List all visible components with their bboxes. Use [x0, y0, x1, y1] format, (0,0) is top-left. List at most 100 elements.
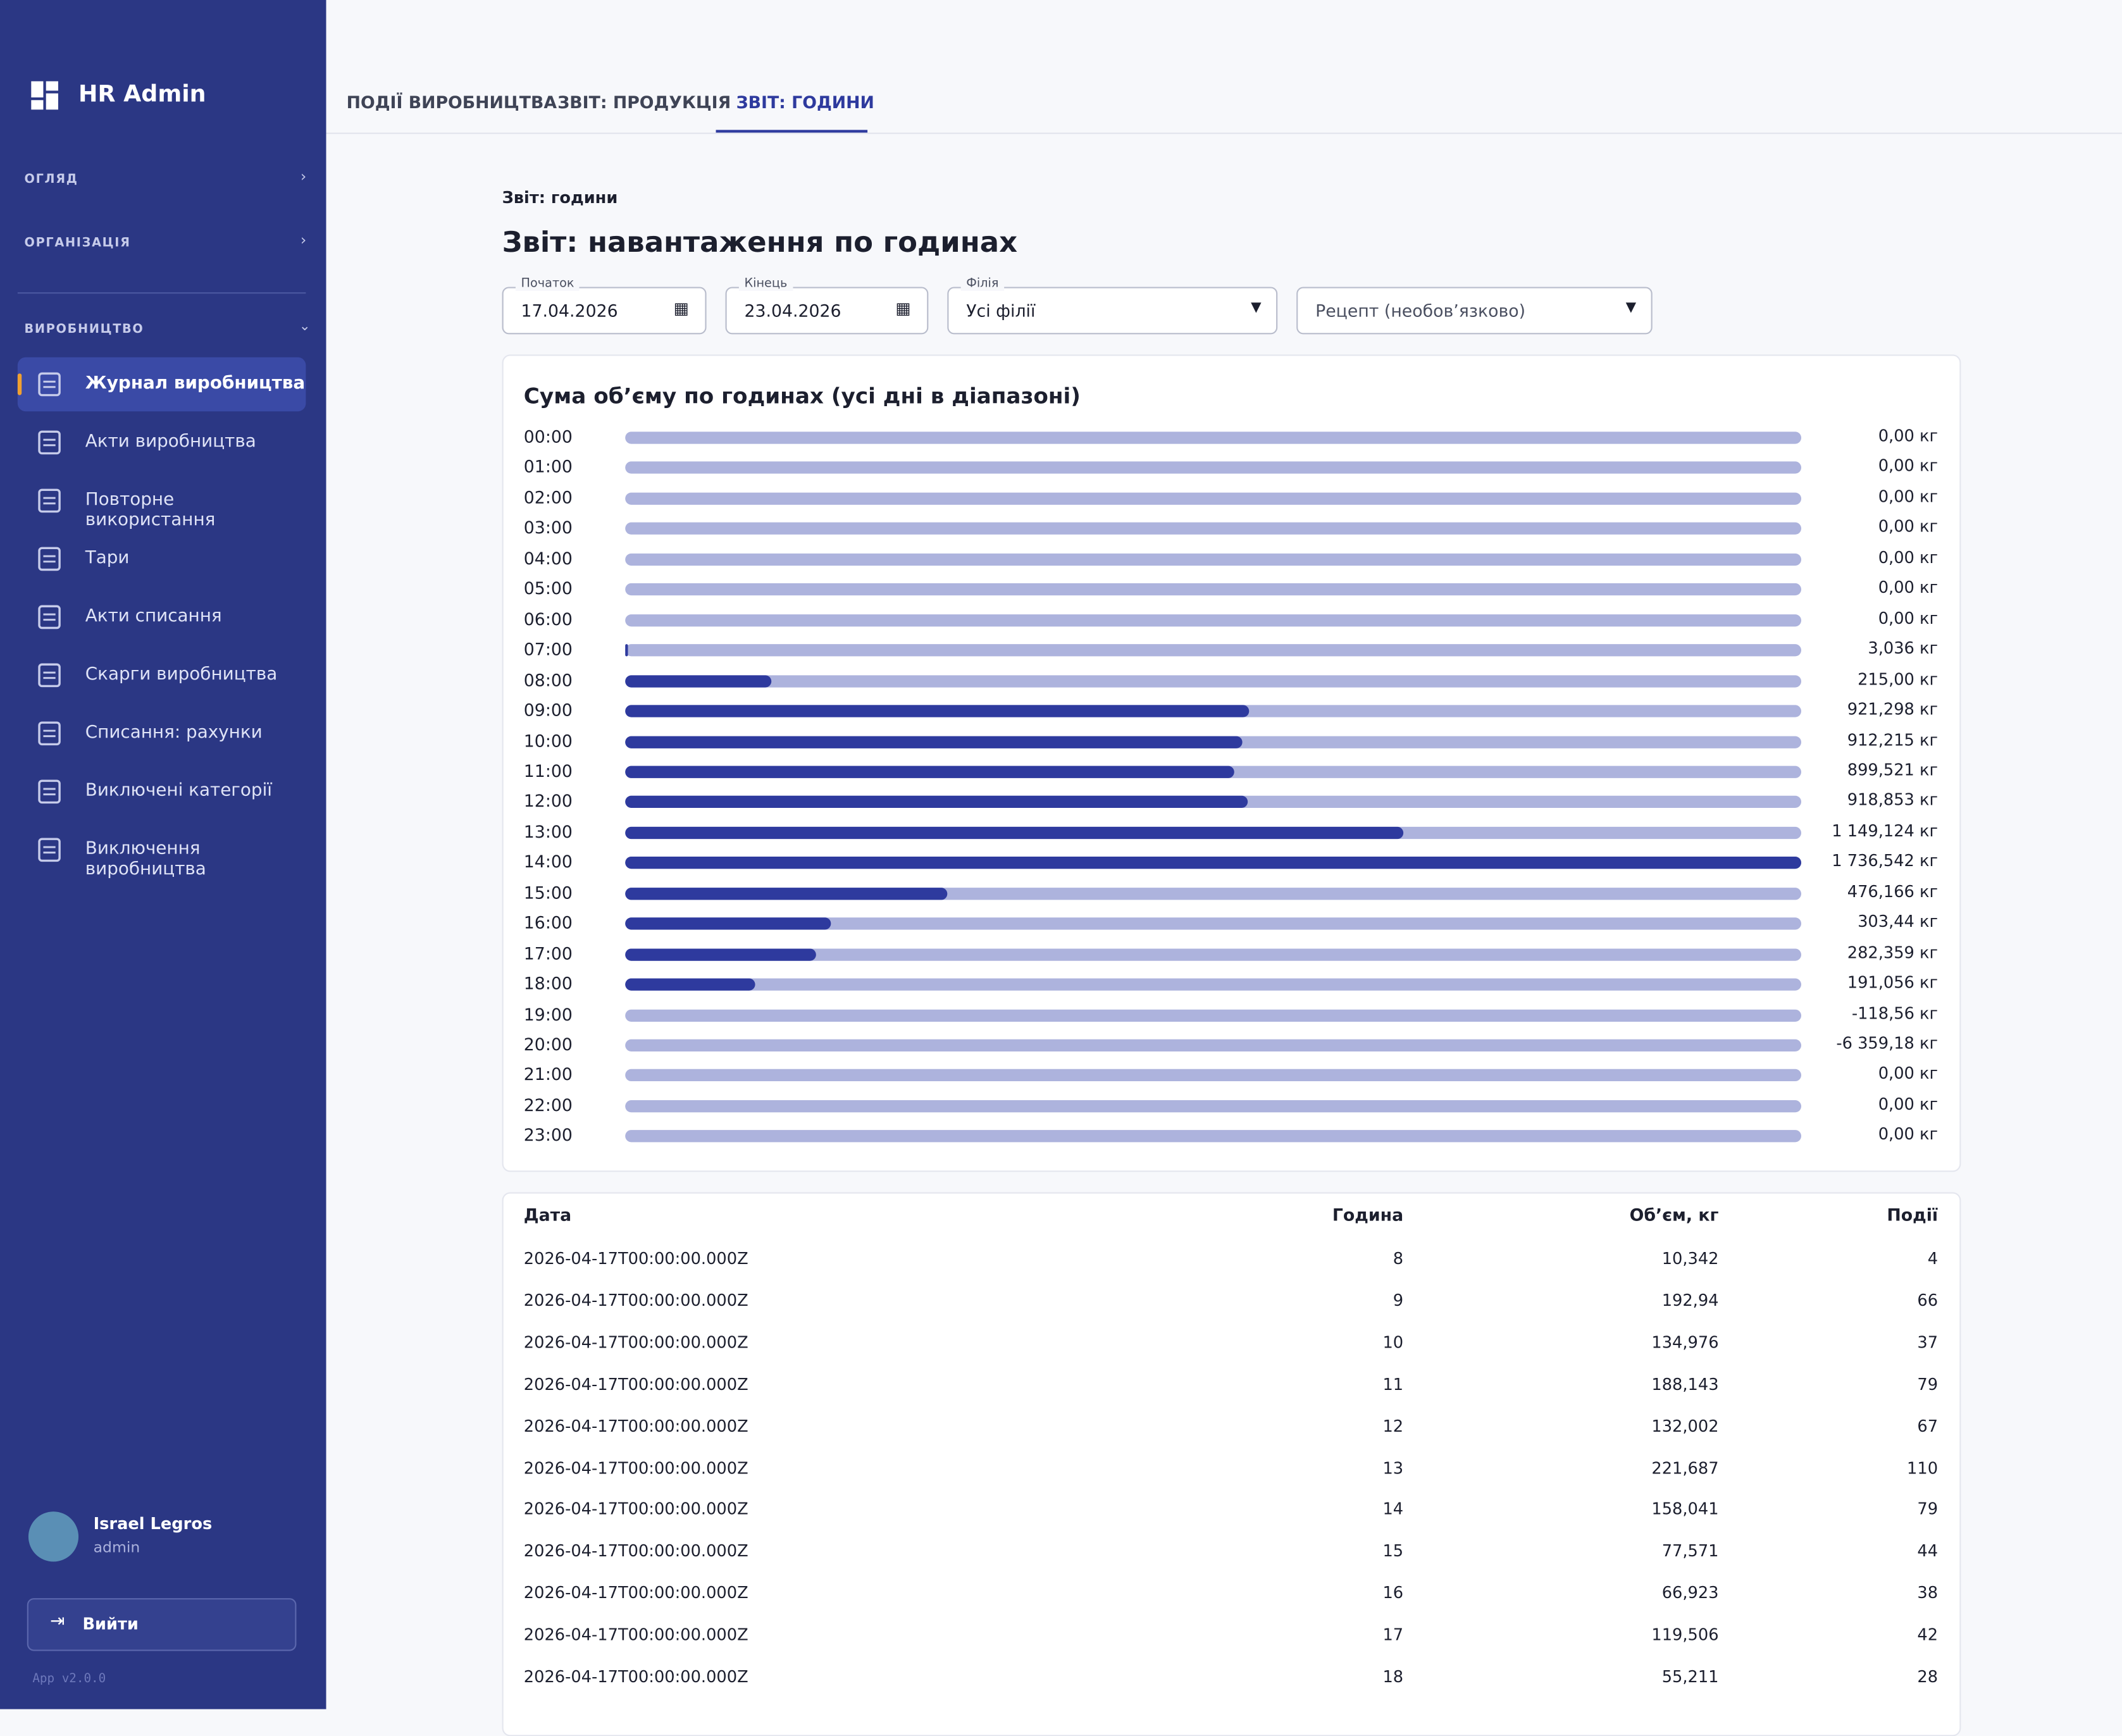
table-cell: 2026-04-17T00:00:00.000Z — [523, 1541, 748, 1561]
section-label[interactable]: ВИРОБНИЦТВО — [24, 323, 144, 337]
brand: HR Admin — [78, 81, 206, 109]
column-header: Події — [1887, 1204, 1939, 1225]
table-cell: 221,687 — [1651, 1458, 1719, 1477]
bar-fill — [625, 766, 1235, 778]
nav-item[interactable]: Повторне використання — [18, 474, 306, 531]
bar-track — [625, 1100, 1802, 1113]
value-label: 0,00 кг — [1878, 1125, 1939, 1144]
hour-label: 16:00 — [523, 912, 573, 933]
hour-label: 22:00 — [523, 1094, 573, 1115]
tab-border — [326, 132, 2122, 134]
nav-item[interactable]: Акти виробництва — [18, 416, 306, 470]
field-label: Початок — [515, 277, 580, 291]
table-cell: 2026-04-17T00:00:00.000Z — [523, 1667, 748, 1687]
hour-label: 14:00 — [523, 852, 573, 872]
bar-fill — [625, 705, 1250, 717]
logout-label: Вийти — [82, 1614, 139, 1634]
table-cell: 37 — [1917, 1332, 1939, 1352]
column-header: Дата — [523, 1204, 572, 1225]
nav-icon — [38, 372, 61, 397]
bar-fill — [625, 644, 628, 657]
value-label: 476,166 кг — [1847, 882, 1939, 902]
nav-label: Виключені категорії — [85, 781, 273, 802]
nav-item[interactable]: Виключені категорії — [18, 765, 306, 819]
nav-icon — [38, 779, 61, 804]
table-cell: 79 — [1917, 1374, 1939, 1394]
nav-label: Виключення виробництва — [85, 839, 206, 880]
hour-label: 21:00 — [523, 1064, 573, 1085]
table-cell: 132,002 — [1651, 1416, 1719, 1435]
field-label: Кінець — [738, 277, 793, 291]
bar-fill — [625, 978, 755, 991]
nav-item[interactable]: Акти списання — [18, 590, 306, 645]
hour-label: 00:00 — [523, 426, 573, 447]
hour-label: 10:00 — [523, 729, 573, 751]
hour-label: 18:00 — [523, 973, 573, 994]
table-cell: 2026-04-17T00:00:00.000Z — [523, 1625, 748, 1645]
table-cell: 55,211 — [1661, 1667, 1719, 1687]
value-label: -118,56 кг — [1851, 1003, 1939, 1023]
section-label[interactable]: ОРГАНІЗАЦІЯ — [24, 237, 131, 251]
nav-item[interactable]: Скарги виробництва — [18, 648, 306, 703]
recipe-select[interactable]: Рецепт (необов’язково) ▼ — [1296, 287, 1653, 335]
start-date[interactable]: Початок 17.04.2026 ▦ — [502, 277, 707, 335]
table-cell: 11 — [1382, 1374, 1404, 1394]
value-label: 1 736,542 кг — [1832, 852, 1939, 871]
bar-track — [625, 1008, 1802, 1021]
bar-track — [625, 674, 1802, 687]
table-cell: 134,976 — [1651, 1332, 1719, 1352]
table-cell: 42 — [1917, 1625, 1939, 1645]
branch-select[interactable]: Філія Усі філії ▼ — [947, 277, 1278, 335]
nav-item[interactable]: Виключення виробництва — [18, 823, 306, 880]
value-label: 215,00 кг — [1858, 669, 1939, 688]
value-label: 3,036 кг — [1868, 638, 1939, 658]
nav-icon — [38, 488, 61, 513]
value-label: 0,00 кг — [1878, 456, 1939, 476]
tab[interactable]: ЗВІТ: ГОДИНИ — [736, 92, 874, 113]
field-value: 23.04.2026 — [744, 300, 841, 321]
nav-icon — [38, 605, 61, 629]
table-cell: 44 — [1917, 1541, 1939, 1561]
table-cell: 2026-04-17T00:00:00.000Z — [523, 1416, 748, 1435]
bar-track — [625, 644, 1802, 657]
bar-fill — [625, 826, 1404, 839]
hour-label: 11:00 — [523, 760, 573, 781]
nav-label: Повторне використання — [85, 490, 216, 531]
logout-button[interactable]: ⇥ Вийти — [27, 1598, 297, 1651]
nav-item[interactable]: Журнал виробництва — [17, 357, 306, 412]
table-cell: 14 — [1382, 1499, 1404, 1519]
table-cell: 28 — [1917, 1667, 1939, 1687]
table-cell: 110 — [1907, 1458, 1939, 1477]
hourly-card: Сума об’єму по годинах (усі дні в діапаз… — [502, 354, 1961, 1172]
bar-fill — [625, 674, 771, 687]
table-cell: 12 — [1382, 1416, 1404, 1435]
value-label: 282,359 кг — [1847, 943, 1939, 962]
value-label: 0,00 кг — [1878, 1094, 1939, 1114]
avatar — [28, 1511, 79, 1562]
nav-icon — [38, 663, 61, 688]
nav-icon — [38, 430, 61, 455]
value-label: 0,00 кг — [1878, 487, 1939, 506]
hour-label: 17:00 — [523, 943, 573, 964]
value-label: 0,00 кг — [1878, 1064, 1939, 1084]
bar-track — [625, 978, 1802, 991]
tab[interactable]: ЗВІТ: ПРОДУКЦІЯ — [557, 92, 731, 113]
bar-track — [625, 553, 1802, 566]
field-value: Усі філії — [966, 300, 1036, 321]
end-date[interactable]: Кінець 23.04.2026 ▦ — [725, 277, 929, 335]
value-label: 921,298 кг — [1847, 699, 1939, 719]
value-label: 899,521 кг — [1847, 760, 1939, 779]
table-cell: 38 — [1917, 1584, 1939, 1603]
nav-item[interactable]: Списання: рахунки — [18, 707, 306, 761]
section-label[interactable]: ОГЛЯД — [24, 173, 78, 187]
nav-item[interactable]: Тари — [18, 532, 306, 586]
table-cell: 192,94 — [1661, 1291, 1719, 1310]
nav-label: Скарги виробництва — [85, 664, 278, 685]
table-cell: 67 — [1917, 1416, 1939, 1435]
hour-label: 02:00 — [523, 487, 573, 507]
chevron: ⌄ — [299, 319, 311, 335]
table-cell: 188,143 — [1651, 1374, 1719, 1394]
tab[interactable]: ПОДІЇ ВИРОБНИЦТВА — [346, 92, 557, 113]
bar-fill — [625, 796, 1248, 809]
